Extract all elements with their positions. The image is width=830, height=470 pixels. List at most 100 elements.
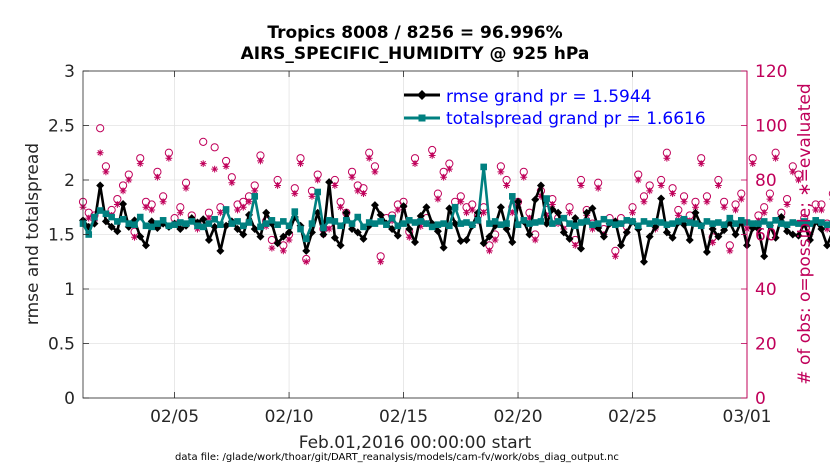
obs-evaluated-point [531,236,539,244]
totalspread-point [383,221,390,228]
rmse-point [639,257,648,266]
obs-evaluated-point [297,160,304,168]
totalspread-point [463,219,470,226]
obs-evaluated-point [669,190,676,198]
totalspread-point [715,219,722,226]
totalspread-point [640,218,648,225]
obs-possible-point [210,143,219,152]
totalspread-point [108,213,115,221]
totalspread-point [583,218,591,225]
obs-evaluated-point [314,176,322,184]
obs-evaluated-point [634,176,642,184]
totalspread-point [726,214,734,222]
obs-evaluated-point [692,203,699,211]
totalspread-point [720,221,728,228]
obs-evaluated-point [308,192,316,200]
obs-evaluated-point [589,225,596,233]
obs-evaluated-point [526,214,533,222]
obs-evaluated-point [325,225,333,233]
obs-evaluated-point [228,179,236,187]
rmse-point [279,232,288,241]
totalspread-point [795,220,802,227]
obs-evaluated-point [119,187,127,195]
obs-evaluated-point [199,160,207,168]
obs-evaluated-point [537,192,545,200]
rmse-point [554,208,563,217]
totalspread-point [646,220,653,227]
obs-evaluated-point [136,160,144,168]
data-file-note: data file: /glade/work/thoar/git/DART_re… [175,452,619,463]
rmse-point [136,232,145,241]
totalspread-point [554,218,562,225]
totalspread-point [474,217,482,224]
totalspread-point [434,221,442,228]
rmse-point [119,199,128,208]
obs-evaluated-point [405,233,413,241]
totalspread-point [91,213,98,221]
totalspread-point [211,215,218,223]
rmse-point [113,227,122,236]
rmse-point [302,246,311,255]
totalspread-point [182,220,190,227]
rmse-point [662,228,671,237]
obs-evaluated-point [291,190,299,198]
rmse-point [439,243,448,252]
obs-evaluated-point [365,154,373,162]
rmse-point [542,219,551,228]
totalspread-point [800,218,808,225]
obs-evaluated-point [714,182,722,189]
obs-evaluated-point [257,157,264,165]
totalspread-point [589,221,596,228]
rmse-point [273,239,282,248]
obs-evaluated-point [434,195,442,203]
legend-spread-label: totalspread grand pr = 1.6616 [446,109,706,129]
totalspread-point [772,217,779,224]
obs-evaluated-point [216,209,224,217]
obs-evaluated-point [154,173,161,181]
obs-evaluated-point [749,160,757,168]
totalspread-point [560,214,568,222]
rmse-point [777,213,786,222]
rmse-point [359,234,368,243]
obs-evaluated-point [640,198,648,206]
totalspread-point [680,215,688,223]
obs-evaluated-point [234,206,241,214]
obs-evaluated-point [508,209,516,217]
obs-possible-point [199,137,208,146]
y-left-tick-label: 0 [64,389,75,409]
totalspread-point [531,219,539,226]
obs-evaluated-point [371,168,379,176]
rmse-point [330,233,339,242]
obs-evaluated-point [102,168,110,176]
obs-evaluated-point [812,206,820,214]
rmse-point [714,232,723,241]
totalspread-point [222,206,230,213]
totalspread-point [188,218,196,225]
obs-evaluated-point [491,236,499,244]
obs-evaluated-point [85,214,93,222]
x-tick-label: 02/20 [494,407,543,427]
rmse-point [536,181,545,190]
obs-evaluated-point [360,190,367,198]
totalspread-point [514,221,522,228]
obs-evaluated-point [795,176,802,184]
rmse-point [262,208,271,217]
y-right-tick-label: 120 [755,62,787,82]
rmse-point [210,222,219,231]
totalspread-point [400,220,407,227]
rmse-point [204,235,213,244]
obs-evaluated-point [571,242,579,249]
obs-evaluated-point [268,244,276,252]
rmse-point [622,228,631,237]
totalspread-point [686,219,694,226]
totalspread-point [612,221,619,228]
obs-evaluated-point [709,239,717,247]
obs-evaluated-point [205,214,213,222]
y-left-tick-label: 0.5 [48,335,75,355]
obs-evaluated-point [148,206,156,214]
legend-rmse-label: rmse grand pr = 1.5944 [446,87,651,107]
obs-evaluated-point [165,154,173,162]
rmse-point [445,204,454,213]
obs-evaluated-point [823,225,830,233]
y-axis-left: 0 0.5 1 1.5 2 2.5 3 [48,62,89,409]
